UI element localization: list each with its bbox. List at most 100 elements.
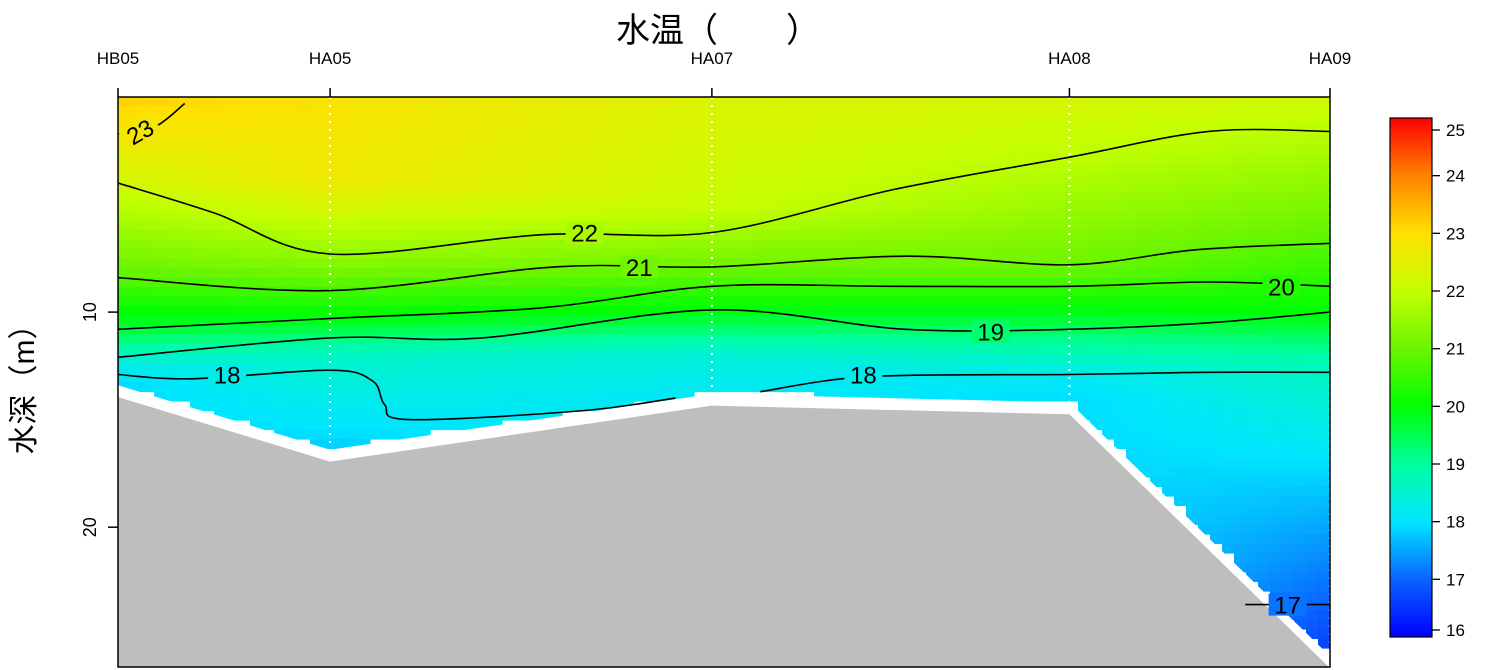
field-cell — [658, 239, 671, 250]
field-cell — [1090, 277, 1103, 288]
field-cell — [754, 239, 767, 250]
field-cell — [370, 144, 383, 155]
field-cell — [334, 125, 347, 136]
field-cell — [934, 135, 947, 146]
field-cell — [1210, 524, 1223, 535]
field-cell — [1090, 334, 1103, 345]
field-cell — [1246, 486, 1259, 497]
field-cell — [346, 344, 359, 355]
field-cell — [1138, 467, 1151, 478]
field-cell — [538, 144, 551, 155]
field-cell — [514, 239, 527, 250]
field-cell — [1174, 467, 1187, 478]
field-cell — [454, 230, 467, 241]
field-cell — [982, 391, 995, 402]
field-cell — [982, 220, 995, 231]
field-cell — [1318, 192, 1330, 203]
field-cell — [826, 353, 839, 364]
field-cell — [394, 230, 407, 241]
field-cell — [838, 201, 851, 212]
field-cell — [598, 163, 611, 174]
field-cell — [934, 239, 947, 250]
field-cell — [118, 344, 131, 355]
field-cell — [502, 258, 515, 269]
field-cell — [382, 97, 395, 108]
field-cell — [742, 287, 755, 298]
field-cell — [382, 353, 395, 364]
field-cell — [274, 230, 287, 241]
field-cell — [322, 353, 335, 364]
field-cell — [1078, 230, 1091, 241]
field-cell — [1294, 486, 1307, 497]
field-cell — [490, 372, 503, 383]
field-cell — [1246, 220, 1259, 231]
field-cell — [394, 116, 407, 127]
field-cell — [742, 230, 755, 241]
field-cell — [1078, 306, 1091, 317]
field-cell — [502, 287, 515, 298]
field-cell — [610, 325, 623, 336]
field-cell — [526, 163, 539, 174]
field-cell — [598, 363, 611, 374]
field-cell — [1270, 163, 1283, 174]
field-cell — [1042, 372, 1055, 383]
field-cell — [598, 135, 611, 146]
field-cell — [922, 116, 935, 127]
field-cell — [298, 344, 311, 355]
field-cell — [634, 182, 647, 193]
field-cell — [622, 116, 635, 127]
field-cell — [238, 296, 251, 307]
field-cell — [382, 306, 395, 317]
field-cell — [1318, 363, 1330, 374]
field-cell — [454, 325, 467, 336]
field-cell — [874, 315, 887, 326]
field-cell — [766, 106, 779, 117]
field-cell — [418, 182, 431, 193]
field-cell — [334, 363, 347, 374]
field-cell — [1282, 353, 1295, 364]
field-cell — [898, 97, 911, 108]
field-cell — [934, 220, 947, 231]
field-cell — [1318, 391, 1330, 402]
field-cell — [598, 401, 611, 412]
field-cell — [154, 277, 167, 288]
field-cell — [670, 163, 683, 174]
field-cell — [1246, 144, 1259, 155]
field-cell — [646, 325, 659, 336]
field-cell — [1054, 220, 1067, 231]
field-cell — [250, 277, 263, 288]
field-cell — [874, 163, 887, 174]
field-cell — [1318, 325, 1330, 336]
field-cell — [1198, 211, 1211, 222]
field-cell — [190, 334, 203, 345]
field-cell — [838, 192, 851, 203]
field-cell — [334, 258, 347, 269]
field-cell — [382, 287, 395, 298]
field-cell — [634, 372, 647, 383]
field-cell — [202, 382, 215, 393]
field-cell — [1318, 182, 1330, 193]
field-cell — [1294, 458, 1307, 469]
field-cell — [490, 182, 503, 193]
field-cell — [1138, 144, 1151, 155]
field-cell — [178, 306, 191, 317]
field-cell — [958, 97, 971, 108]
field-cell — [946, 144, 959, 155]
field-cell — [646, 249, 659, 260]
field-cell — [562, 173, 575, 184]
field-cell — [1066, 116, 1079, 127]
field-cell — [1210, 334, 1223, 345]
field-cell — [370, 135, 383, 146]
field-cell — [658, 391, 671, 402]
field-cell — [1018, 163, 1031, 174]
field-cell — [1006, 268, 1019, 279]
field-cell — [478, 173, 491, 184]
field-cell — [922, 211, 935, 222]
field-cell — [226, 135, 239, 146]
field-cell — [190, 382, 203, 393]
field-cell — [934, 192, 947, 203]
field-cell — [718, 344, 731, 355]
field-cell — [910, 344, 923, 355]
field-cell — [574, 211, 587, 222]
field-cell — [634, 192, 647, 203]
